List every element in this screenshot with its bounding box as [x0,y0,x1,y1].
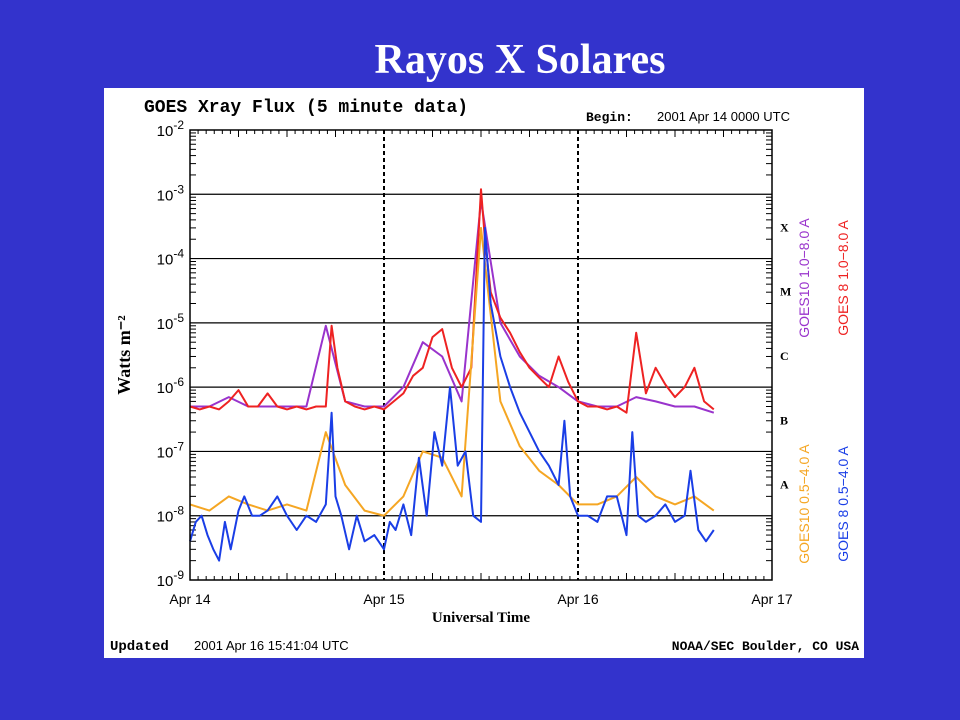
y-tick-exponent: -7 [173,439,184,453]
updated-value: 2001 Apr 16 15:41:04 UTC [194,638,349,653]
y-tick-label: 10-3 [157,182,185,204]
y-tick-exponent: -8 [173,504,184,518]
legend-entry-1: GOES10 0.5−4.0 A [796,444,812,564]
chart-background [104,88,864,658]
y-tick-base: 10 [157,573,174,590]
y-tick-exponent: -6 [173,375,184,389]
flare-class-x: X [780,220,789,234]
credit-text: NOAA/SEC Boulder, CO USA [672,639,859,654]
y-tick-label: 10-6 [157,375,185,397]
legend-entry-3: GOES 8 0.5−4.0 A [835,446,851,562]
y-tick-exponent: -2 [173,118,184,132]
series-line-3 [189,226,715,562]
y-tick-label: 10-5 [157,311,185,333]
x-tick-label: Apr 16 [557,591,598,607]
y-tick-base: 10 [157,509,174,526]
legend-entry-2: GOES 8 1.0−8.0 A [835,220,851,336]
y-tick-base: 10 [157,444,174,461]
y-tick-base: 10 [157,316,174,333]
y-axis-title: Watts m⁻² [114,315,134,394]
legend-entry-0: GOES10 1.0−8.0 A [796,218,812,338]
y-tick-label: 10-2 [157,118,185,140]
y-tick-exponent: -5 [173,311,184,325]
y-tick-label: 10-9 [157,568,185,590]
y-tick-exponent: -4 [173,247,184,261]
flare-class-m: M [780,285,791,299]
slide-title: Rayos X Solares [374,37,666,83]
y-tick-base: 10 [157,252,174,269]
x-tick-label: Apr 14 [169,591,210,607]
xray-flux-chart: GOES Xray Flux (5 minute data) Begin: 20… [104,88,864,658]
flare-class-a: A [780,478,789,492]
y-tick-label: 10-4 [157,247,185,269]
x-tick-label: Apr 17 [751,591,792,607]
y-tick-base: 10 [157,123,174,140]
flare-class-b: B [780,413,788,427]
updated-label: Updated [110,639,169,655]
y-tick-base: 10 [157,187,174,204]
x-axis-title: Universal Time [432,610,531,626]
y-tick-exponent: -3 [173,182,184,196]
y-tick-base: 10 [157,380,174,397]
y-tick-exponent: -9 [173,568,184,582]
x-tick-label: Apr 15 [363,591,404,607]
flare-class-c: C [780,349,789,363]
plot-frame [189,129,773,581]
y-tick-label: 10-8 [157,504,185,526]
y-tick-label: 10-7 [157,439,185,461]
begin-value: 2001 Apr 14 0000 UTC [657,109,790,124]
begin-label: Begin: [586,110,633,125]
chart-title: GOES Xray Flux (5 minute data) [144,98,468,118]
series-line-2 [189,226,715,517]
series-line-1 [189,188,715,414]
